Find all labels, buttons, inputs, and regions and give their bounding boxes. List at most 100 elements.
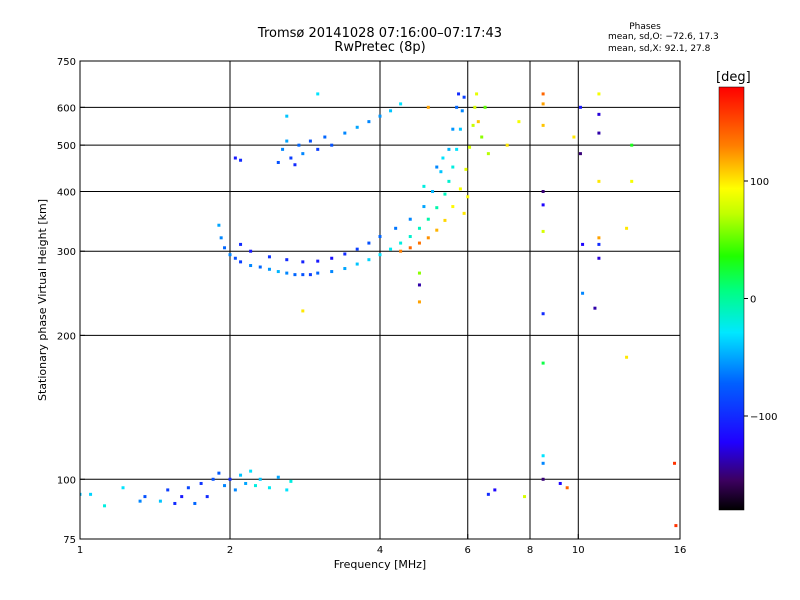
grid-lines — [80, 61, 680, 539]
data-point — [316, 92, 320, 96]
phase-stat-x-mode: mean, sd,X: 92.1, 27.8 — [608, 44, 711, 54]
data-point — [293, 273, 297, 277]
x-axis-label: Frequency [MHz] — [334, 558, 426, 571]
data-point — [367, 258, 371, 262]
data-point — [408, 235, 412, 239]
x-tick-label: 4 — [377, 545, 383, 556]
data-point — [367, 120, 371, 124]
data-point — [417, 283, 421, 287]
data-point — [80, 492, 82, 496]
data-point — [355, 247, 359, 251]
data-point — [343, 252, 347, 256]
data-point — [301, 260, 305, 264]
data-point — [435, 228, 439, 232]
colorbar-ticks: 100 0 −100 — [744, 177, 777, 423]
data-point — [572, 135, 576, 139]
data-point — [258, 265, 262, 269]
y-axis-ticks: 75 100 200 300 400 500 600 750 — [57, 57, 85, 546]
data-point — [276, 475, 280, 479]
data-point — [378, 253, 382, 257]
data-point — [408, 217, 412, 221]
phases-stats-title: Phases — [629, 22, 661, 32]
data-point — [276, 160, 280, 164]
data-point — [389, 109, 393, 113]
data-point — [630, 179, 634, 183]
data-point — [447, 179, 451, 183]
data-point — [597, 179, 601, 183]
data-point — [417, 226, 421, 230]
data-point — [297, 143, 301, 147]
data-point — [330, 143, 334, 147]
data-point — [249, 469, 253, 473]
data-point — [476, 120, 480, 124]
data-point — [457, 92, 461, 96]
data-point — [211, 477, 215, 481]
data-point — [233, 256, 237, 260]
data-point — [399, 102, 403, 106]
data-point — [565, 486, 569, 490]
data-point — [493, 488, 497, 492]
data-point — [228, 477, 232, 481]
data-point — [378, 235, 382, 239]
data-point — [443, 192, 447, 196]
data-point — [462, 211, 466, 215]
data-point — [473, 105, 477, 109]
data-point — [330, 270, 334, 274]
data-point — [523, 495, 527, 499]
data-point — [451, 127, 455, 131]
data-point — [439, 170, 443, 174]
data-point — [443, 218, 447, 222]
data-point — [597, 131, 601, 135]
data-point — [455, 147, 459, 151]
data-point — [422, 184, 426, 188]
data-point — [343, 267, 347, 271]
data-point — [323, 135, 327, 139]
data-point — [426, 236, 430, 240]
colorbar-tick-label: 100 — [750, 177, 769, 188]
data-point — [399, 249, 403, 253]
x-axis-ticks: 1 2 4 6 8 10 16 — [77, 534, 686, 556]
data-point — [228, 253, 232, 257]
data-point — [173, 501, 177, 505]
data-point — [217, 223, 221, 227]
chart-title: Tromsø 20141028 07:16:00–07:17:43 — [257, 26, 503, 41]
data-point — [630, 143, 634, 147]
data-point — [597, 92, 601, 96]
data-point — [441, 156, 445, 160]
data-point — [138, 499, 142, 503]
data-point — [578, 152, 582, 156]
y-tick-label: 500 — [57, 141, 76, 152]
data-point — [343, 131, 347, 135]
data-point — [480, 135, 484, 139]
data-point — [285, 139, 289, 143]
data-point — [103, 504, 107, 508]
data-point — [233, 156, 237, 160]
x-tick-label: 1 — [77, 545, 83, 556]
colorbar-unit-label: [deg] — [716, 70, 751, 85]
data-point — [468, 145, 472, 149]
x-tick-label: 8 — [527, 545, 533, 556]
y-tick-label: 600 — [57, 103, 76, 114]
data-point — [541, 312, 545, 316]
y-tick-label: 100 — [57, 475, 76, 486]
data-point — [267, 255, 271, 259]
data-point — [625, 355, 629, 359]
data-point — [597, 242, 601, 246]
data-point — [541, 477, 545, 481]
data-point — [674, 524, 678, 528]
data-point — [158, 499, 162, 503]
data-point — [253, 484, 257, 488]
x-tick-label: 2 — [227, 545, 233, 556]
data-point — [431, 189, 435, 193]
data-point — [426, 217, 430, 221]
data-point — [199, 481, 203, 485]
data-point — [597, 256, 601, 260]
data-point — [486, 152, 490, 156]
data-point — [249, 249, 253, 253]
data-point — [285, 258, 289, 262]
data-point — [458, 187, 462, 191]
data-point — [462, 95, 466, 99]
data-point — [408, 246, 412, 250]
data-point — [541, 461, 545, 465]
y-tick-label: 400 — [57, 187, 76, 198]
